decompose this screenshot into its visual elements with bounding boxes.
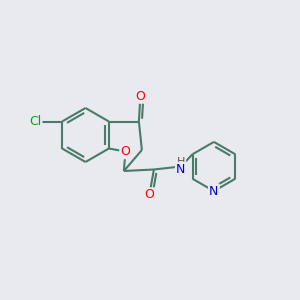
Text: N: N (176, 163, 186, 176)
Text: O: O (135, 89, 145, 103)
Text: O: O (144, 188, 154, 202)
Text: O: O (120, 145, 130, 158)
Text: H: H (177, 157, 185, 167)
Text: N: N (209, 184, 219, 198)
Text: Cl: Cl (29, 115, 41, 128)
